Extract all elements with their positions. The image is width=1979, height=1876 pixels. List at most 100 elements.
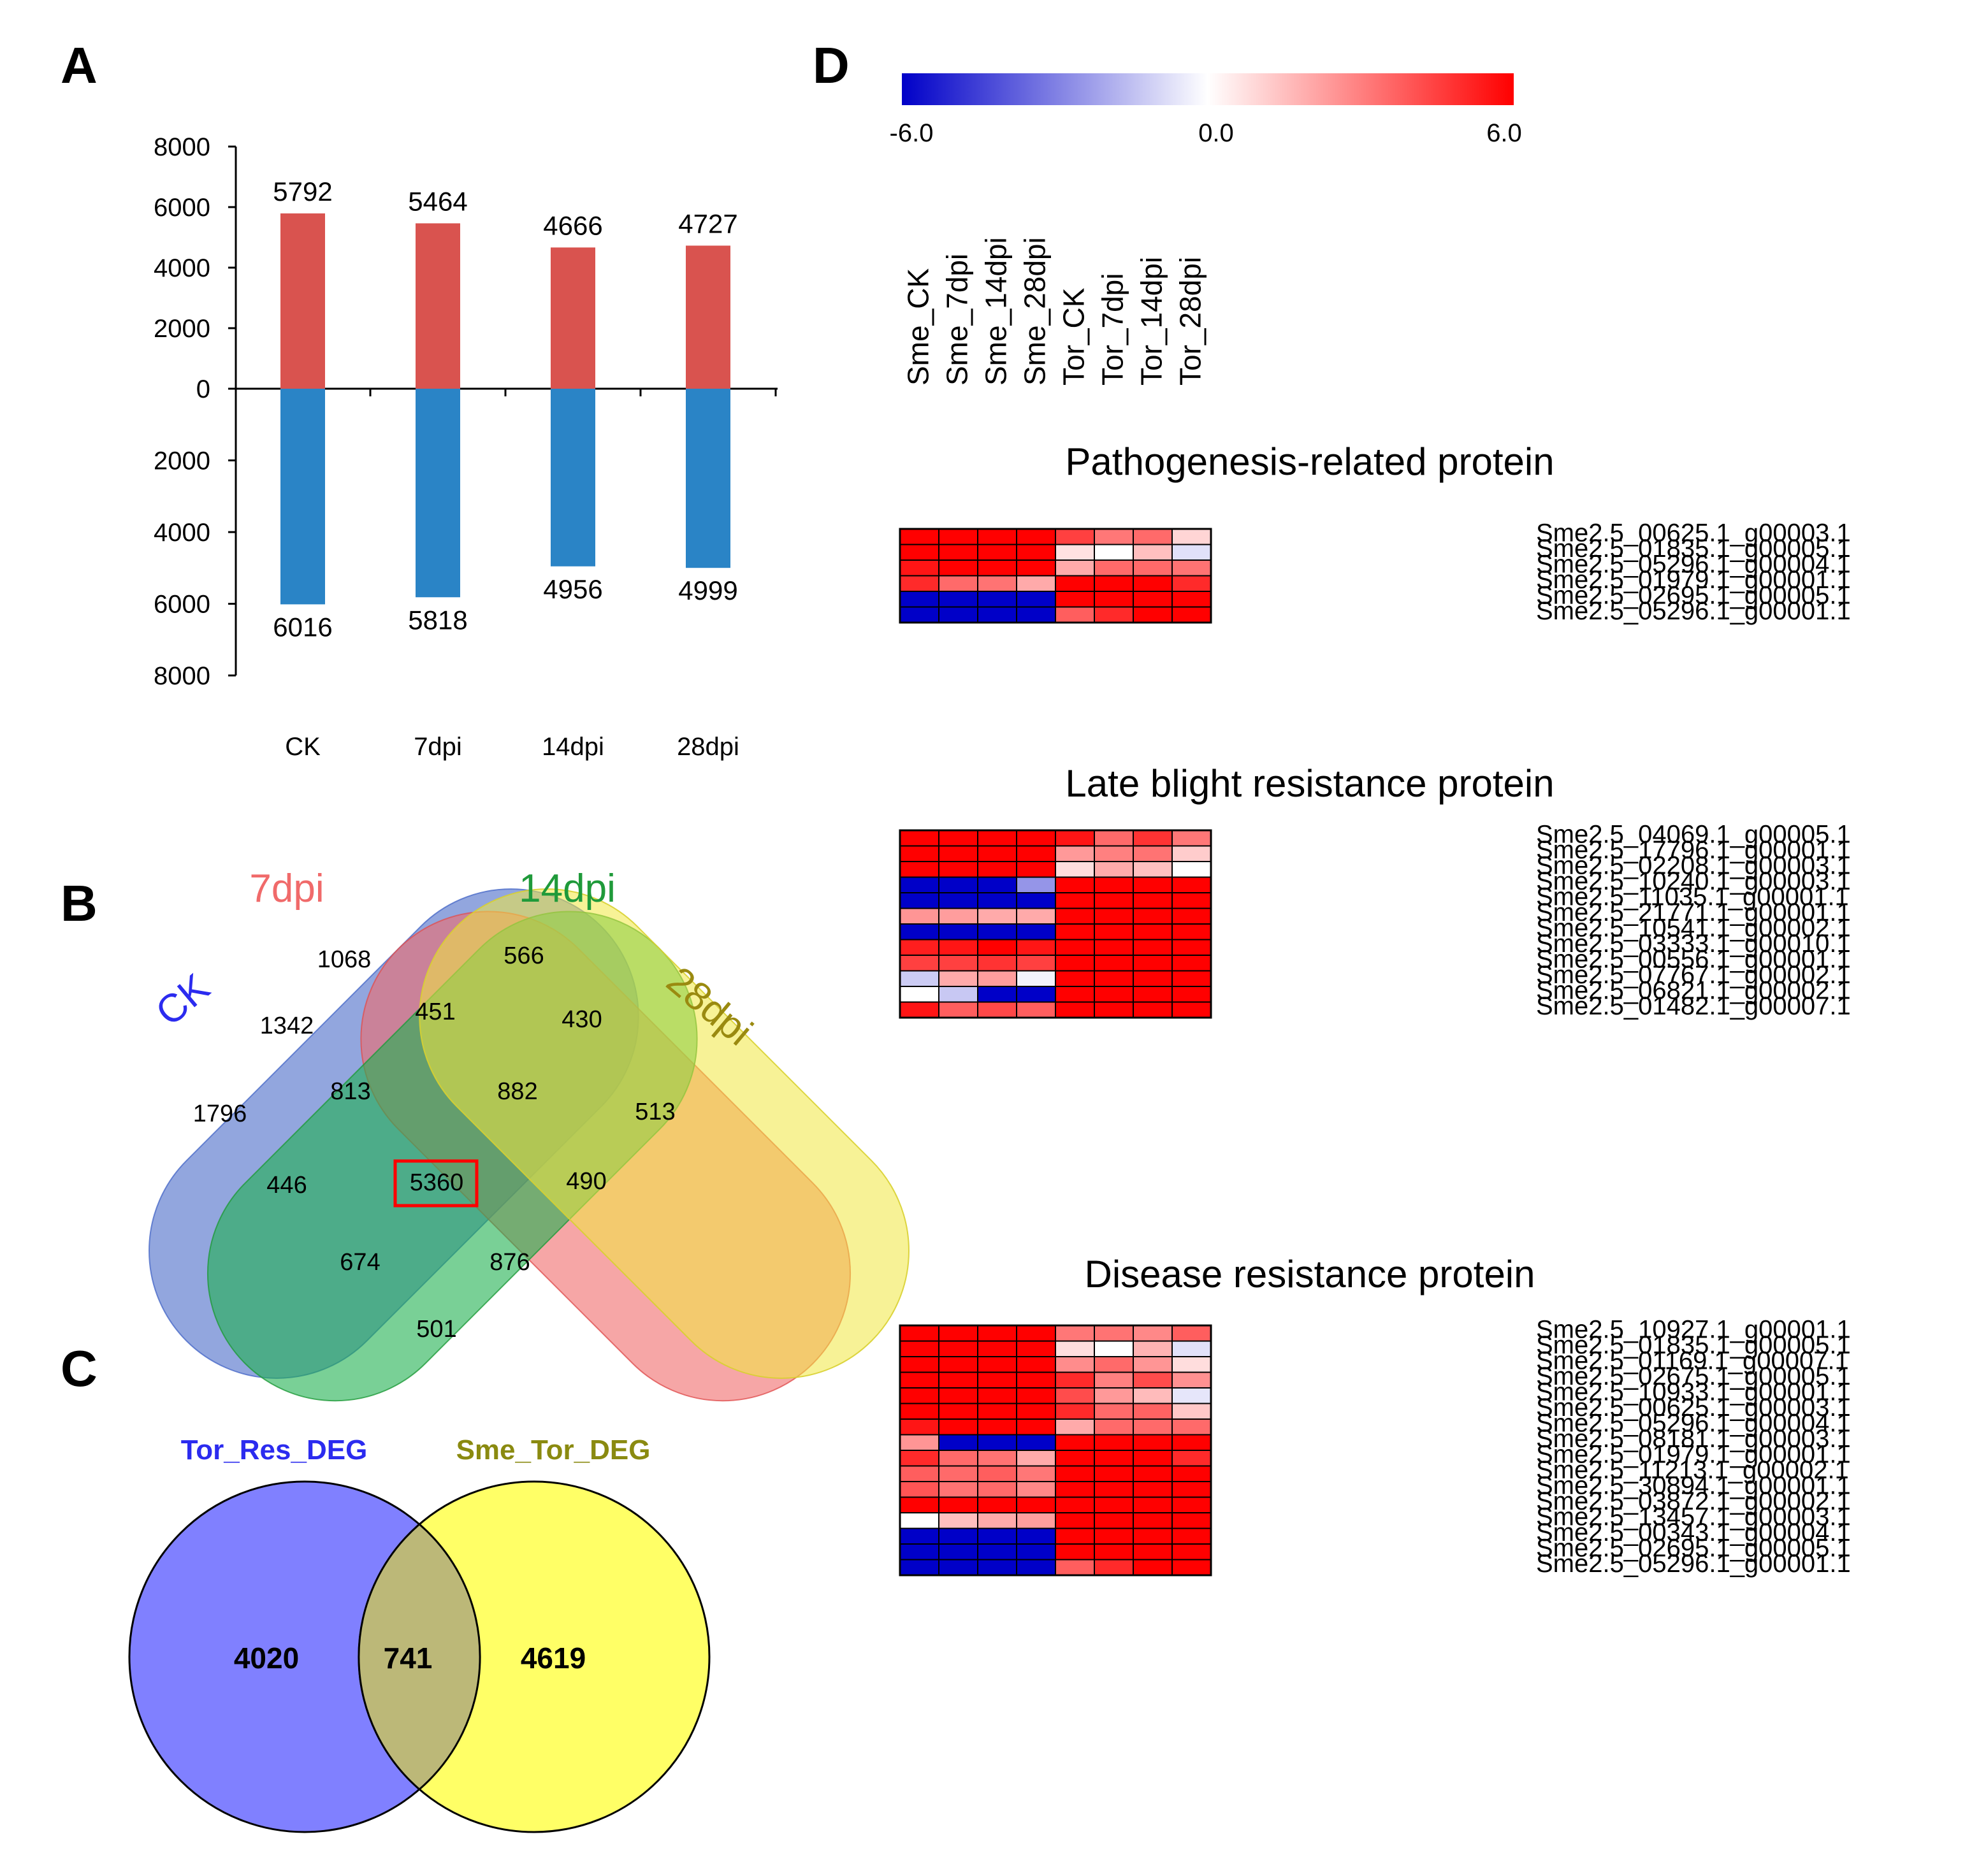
heatmap-cell (1055, 892, 1095, 909)
heatmap-cell (977, 1418, 1017, 1436)
venn-region-value: 430 (562, 1006, 602, 1033)
heatmap-row-label: Sme2.5_00556.1_g00001.1 (1536, 946, 1851, 974)
heatmap-cell (899, 1340, 939, 1357)
heatmap-cell (1094, 1325, 1134, 1342)
heatmap-cell (1133, 1387, 1173, 1404)
heatmap-cell (899, 1450, 939, 1467)
heatmap-cell (1094, 1465, 1134, 1482)
heatmap-cell (977, 1481, 1017, 1498)
color-scale-min: -6.0 (890, 119, 934, 147)
heatmap-cell (938, 1325, 978, 1342)
bar-y-tick-label: 8000 (154, 133, 210, 161)
heatmap-cell (1094, 923, 1134, 941)
heatmap-cell (1094, 892, 1134, 909)
heatmap-cell (1133, 970, 1173, 987)
heatmap-cell (1171, 1403, 1212, 1420)
heatmap-cell (1016, 830, 1056, 847)
heatmap-row-label: Sme2.5_30894.1_g00001.1 (1536, 1472, 1851, 1500)
heatmap-cell (938, 907, 978, 925)
heatmap-cell (977, 1512, 1017, 1529)
heatmap-cell (1171, 1387, 1212, 1404)
heatmap-cell (1171, 1001, 1212, 1018)
heatmap-row-label: Sme2.5_02695.1_g00005.1 (1536, 582, 1851, 610)
heatmap-cell (899, 606, 939, 623)
heatmap-cell (899, 1356, 939, 1373)
venn-region-value: 5360 (410, 1169, 464, 1196)
heatmap-cell (1133, 876, 1173, 893)
heatmap-cell (977, 1001, 1017, 1018)
heatmap-cell (1016, 986, 1056, 1003)
heatmap-cell (977, 1403, 1017, 1420)
heatmap-cell (1016, 1465, 1056, 1482)
heatmap-row-label: Sme2.5_11213.1_g00002.1 (1536, 1456, 1849, 1484)
heatmap-cell (1055, 1340, 1095, 1357)
heatmap-cell (1016, 1403, 1056, 1420)
heatmap-cell (1016, 955, 1056, 972)
heatmap-cell (1133, 1496, 1173, 1513)
heatmap-row-label: Sme2.5_07767.1_g00002.1 (1536, 961, 1851, 989)
heatmap-cell (1055, 1496, 1095, 1513)
venn-title-sme-tor: Sme_Tor_DEG (456, 1434, 651, 1466)
heatmap-cell (1094, 876, 1134, 893)
heatmap-cell (1055, 1465, 1095, 1482)
heatmap-cell (938, 939, 978, 956)
heatmap-cell (1133, 986, 1173, 1003)
heatmap-column-label: Sme_28dpi (1018, 237, 1052, 386)
heatmap-row-label: Sme2.5_00625.1_g00003.1 (1536, 1394, 1851, 1422)
bar-chart: 8000 6000 4000 2000 0 2000 4000 6000 8000 5792 60… (154, 133, 778, 761)
panel-letter-d: D (813, 37, 850, 94)
color-scale-mid: 0.0 (1198, 119, 1234, 147)
heatmap-cell (1094, 830, 1134, 847)
heatmap-row-label: Sme2.5_01482.1_g00007.1 (1536, 992, 1851, 1020)
panel-letter-c: C (61, 1340, 98, 1397)
heatmap-row-label: Sme2.5_10541.1_g00002.1 (1536, 914, 1851, 942)
heatmap-cell (1133, 923, 1173, 941)
heatmap-cell (1171, 1434, 1212, 1451)
heatmap-cell (1055, 1559, 1095, 1576)
heatmap-cell (1171, 559, 1212, 577)
heatmap-cell (938, 1512, 978, 1529)
heatmap-cell (1171, 876, 1212, 893)
heatmap-cell (899, 1434, 939, 1451)
heatmap-cell (1171, 606, 1212, 623)
heatmap-cell (1094, 591, 1134, 608)
bar-up-value-label: 5792 (273, 177, 332, 206)
heatmap-cell (1171, 1418, 1212, 1436)
heatmap-row-label: Sme2.5_01835.1_g00005.1 (1536, 1331, 1851, 1359)
heatmap-cell (1016, 575, 1056, 592)
heatmap-cell (1016, 1325, 1056, 1342)
bar-y-tick-label: 4000 (154, 519, 210, 547)
heatmap-cell (899, 907, 939, 925)
bar-y-ticks: 8000 6000 4000 2000 0 2000 4000 6000 8000 (154, 133, 236, 690)
heatmap-cell (977, 575, 1017, 592)
venn-region-value: 876 (489, 1249, 530, 1276)
heatmap-cell (977, 970, 1017, 987)
venn-region-value: 813 (330, 1078, 370, 1105)
heatmap-column-label: Sme_CK (902, 268, 935, 386)
heatmap-cell (1171, 861, 1212, 878)
bar-up-7dpi (416, 223, 460, 389)
heatmap-row-label: Sme2.5_03333.1_g00010.1 (1536, 930, 1851, 958)
heatmap-cell (1016, 845, 1056, 862)
panel-letter-b: B (61, 875, 98, 932)
bar-category-label: 28dpi (677, 733, 739, 761)
heatmap-row-label: Sme2.5_01835.1_g00005.1 (1536, 535, 1851, 563)
heatmap-row-label: Sme2.5_05296.1_g00001.1 (1536, 1550, 1851, 1578)
heatmap-cell (938, 1387, 978, 1404)
heatmap-row-label: Sme2.5_01979.1_g00001.1 (1536, 566, 1851, 594)
heatmap-cell (1055, 528, 1095, 545)
heatmap-cell (899, 1496, 939, 1513)
heatmap-cell (938, 1481, 978, 1498)
heatmap-cell (938, 830, 978, 847)
heatmap-cell (1171, 1356, 1212, 1373)
bar-category-label: 7dpi (414, 733, 462, 761)
heatmap-cell (938, 606, 978, 623)
heatmap-group-title: Late blight resistance protein (1065, 762, 1554, 805)
heatmap-cell (1094, 1403, 1134, 1420)
heatmap-cell (1171, 1527, 1212, 1545)
heatmap-cell (1171, 1325, 1212, 1342)
heatmap-column-label: Tor_14dpi (1135, 257, 1168, 386)
heatmap-cell (1133, 528, 1173, 545)
heatmap-cell (1133, 939, 1173, 956)
heatmap-row-label: Sme2.5_21771.1_g00001.1 (1536, 898, 1851, 927)
